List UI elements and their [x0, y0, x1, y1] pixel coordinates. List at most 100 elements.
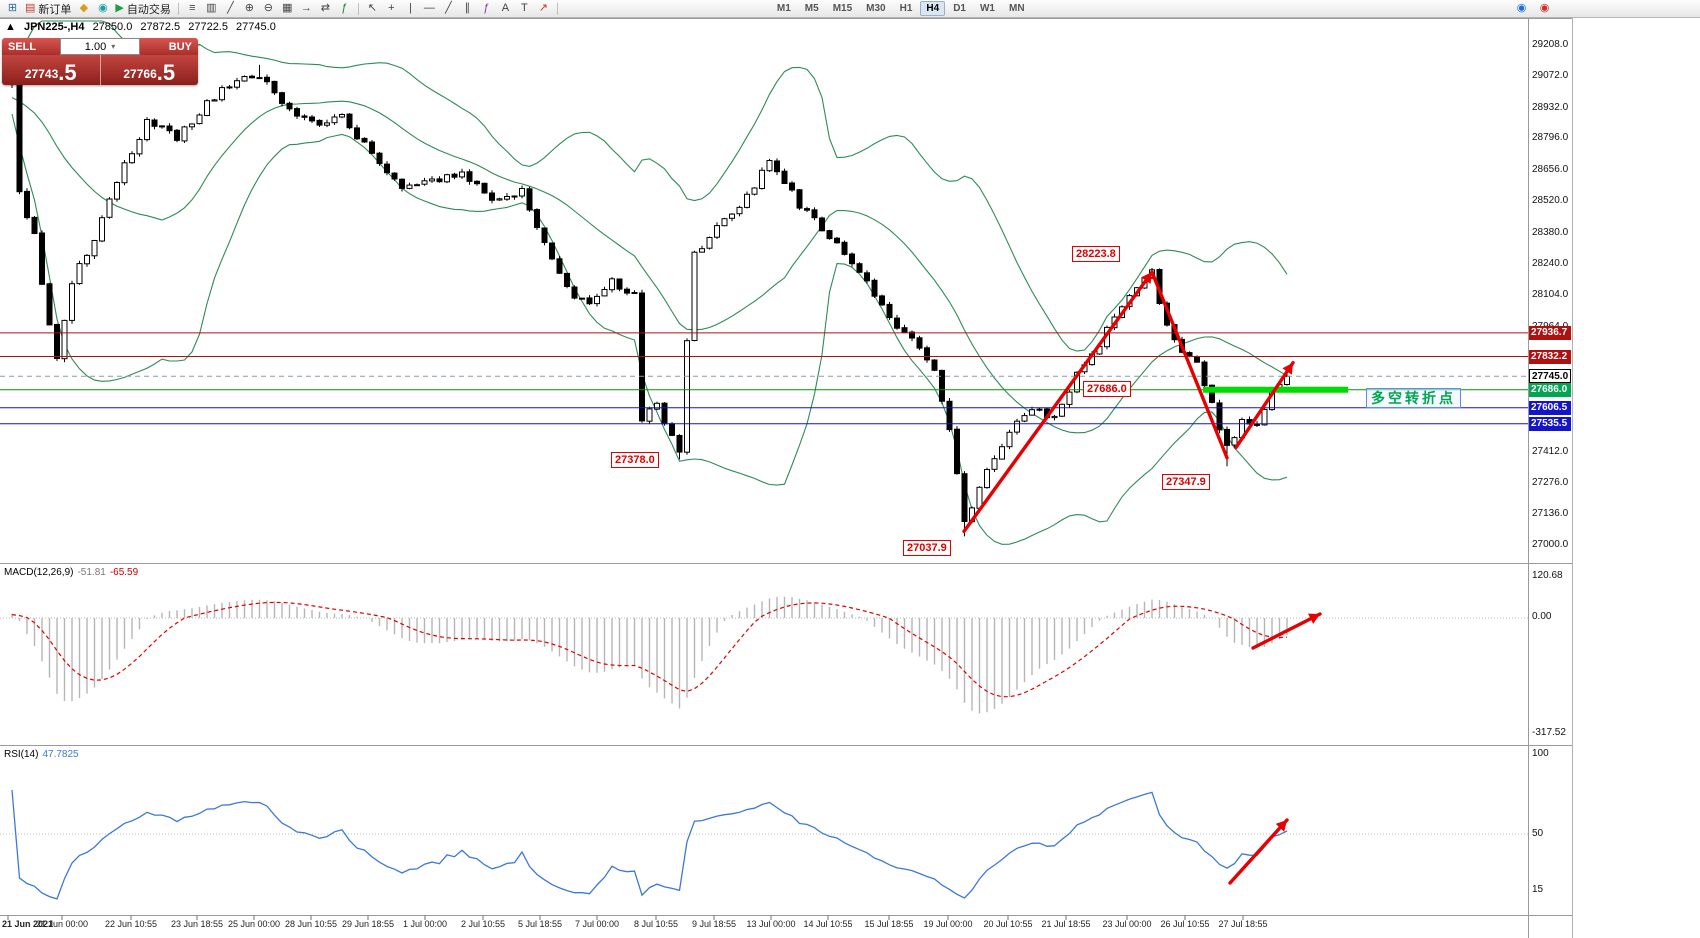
price-axis-label: 28380.0 [1532, 227, 1569, 238]
chart-symbol-period: JPN225-,H4 [23, 21, 85, 33]
price-axis-label: 28520.0 [1532, 195, 1569, 206]
zoom-in-button[interactable]: ⊕ [240, 1, 259, 17]
buy-button[interactable]: BUY [140, 38, 198, 55]
one-click-collapse-icon[interactable]: ▲ [5, 21, 16, 33]
auto-trading-button[interactable]: ▶ 自动交易 [112, 1, 173, 17]
line-chart-button[interactable]: ╱ [221, 1, 240, 17]
buy-price-button[interactable]: 27766.5 [99, 55, 199, 85]
macd-axis-label: 0.00 [1532, 611, 1552, 622]
macd-arrow[interactable] [1251, 612, 1322, 650]
ohlc-low: 27722.5 [188, 21, 228, 33]
auto-scroll-button[interactable]: → [297, 1, 316, 17]
auto-trading-button-label: 自动交易 [126, 3, 171, 16]
sell-price-pips: .5 [58, 60, 77, 85]
candlestick-chart-button[interactable]: ▥ [202, 1, 221, 17]
alerts-button[interactable]: ◉ [1535, 1, 1554, 17]
navigator-button[interactable]: ◆ [74, 1, 93, 17]
time-axis-label: 7 Jul 00:00 [574, 919, 620, 929]
rsi-axis-label: 15 [1532, 884, 1544, 895]
time-axis-label: 2 Jul 10:55 [460, 919, 506, 929]
cursor-button[interactable]: ↖ [363, 1, 382, 17]
macd-title: MACD(12,26,9) [4, 567, 74, 578]
zoom-out-button[interactable]: ⊖ [259, 1, 278, 17]
price-axis-label: 27412.0 [1532, 446, 1569, 457]
timeframe-w1-button[interactable]: W1 [979, 3, 995, 14]
volume-input[interactable]: 1.00 ▾ [60, 38, 140, 55]
time-axis-label: 23 Jul 00:00 [1102, 919, 1152, 929]
arrows-button[interactable]: ↗ [534, 1, 553, 17]
horizontal-level-lines[interactable] [0, 332, 1528, 425]
toolbar-right-icons: ◉ ◉ [1512, 1, 1554, 17]
text-button[interactable]: A [496, 1, 515, 17]
fibonacci-button[interactable]: ƒ [477, 1, 496, 17]
time-axis-label: 15 Jul 18:55 [864, 919, 914, 929]
indicators-list-icon: ƒ [341, 2, 348, 14]
trend-arrows[interactable] [962, 270, 1295, 534]
new-order-button-label: 新订单 [38, 3, 72, 16]
sell-button[interactable]: SELL [2, 38, 60, 55]
time-axis-label: 21 Jul 18:55 [1041, 919, 1091, 929]
bars-chart-icon: ≡ [189, 2, 196, 14]
timeframe-mn-button[interactable]: MN [1008, 3, 1025, 14]
chart-canvas[interactable] [0, 0, 1572, 938]
price-callout[interactable]: 27347.9 [1162, 474, 1210, 490]
macd-signal-value: -65.59 [109, 567, 139, 578]
new-order-button[interactable]: ▤ 新订单 [22, 1, 74, 17]
timeframe-m1-button[interactable]: M1 [776, 3, 791, 14]
sell-price-button[interactable]: 27743.5 [2, 55, 100, 85]
ohlc-close: 27745.0 [236, 21, 276, 33]
macd-indicator-label: MACD(12,26,9) -51.81 -65.59 [4, 567, 142, 578]
toolbar-separator [556, 2, 558, 15]
text-label-button[interactable]: T [515, 1, 534, 17]
timeframe-m30-button[interactable]: M30 [866, 3, 886, 14]
community-button[interactable]: ◉ [1512, 1, 1531, 17]
tile-windows-button[interactable]: ▦ [278, 1, 297, 17]
indicators-list-button[interactable]: ƒ [335, 1, 354, 17]
price-axis-tag: 27535.5 [1529, 417, 1571, 431]
equidistant-channel-button[interactable]: ∥ [458, 1, 477, 17]
pivot-point-label[interactable]: 多空转折点 [1366, 388, 1461, 408]
toolbar-separator [357, 2, 359, 15]
timeframe-d1-button[interactable]: D1 [953, 3, 966, 14]
crosshair-button[interactable]: + [382, 1, 401, 17]
price-callout[interactable]: 27037.9 [903, 540, 951, 556]
bollinger-bands [11, 20, 1288, 545]
alerts-icon: ◉ [1539, 2, 1550, 14]
new-chart-button[interactable]: ⊞ [3, 1, 22, 17]
price-axis-label: 28656.0 [1532, 164, 1569, 175]
community-icon: ◉ [1516, 2, 1527, 14]
price-callout[interactable]: 27686.0 [1083, 381, 1131, 397]
panel-borders [0, 18, 1572, 938]
price-axis-label: 27000.0 [1532, 539, 1569, 550]
text-icon: A [501, 2, 510, 14]
volume-spinner-icon[interactable]: ▾ [111, 42, 116, 51]
time-axis-label: 9 Jul 18:55 [691, 919, 737, 929]
trendline-icon: ╱ [445, 2, 452, 14]
bars-chart-button[interactable]: ≡ [183, 1, 202, 17]
rsi-arrow[interactable] [1228, 818, 1289, 885]
macd-histogram [0, 596, 1528, 714]
timeframe-m5-button[interactable]: M5 [804, 3, 819, 14]
trendline-button[interactable]: ╱ [439, 1, 458, 17]
price-callout[interactable]: 28223.8 [1072, 246, 1120, 262]
horizontal-line-button[interactable]: ― [420, 1, 439, 17]
price-callout[interactable]: 27378.0 [611, 452, 659, 468]
vertical-line-button[interactable]: | [401, 1, 420, 17]
ohlc-high: 27872.5 [140, 21, 181, 33]
time-axis-label: 26 Jul 10:55 [1160, 919, 1210, 929]
navigator-icon: ◆ [79, 2, 89, 14]
zoom-out-icon: ⊖ [263, 2, 273, 14]
price-axis-tag: 27832.2 [1529, 350, 1571, 364]
one-click-trading-panel: SELL 1.00 ▾ BUY 27743.5 27766.5 [2, 38, 198, 85]
chart-shift-button[interactable]: ⇄ [316, 1, 335, 17]
macd-axis-label: 120.68 [1532, 570, 1563, 581]
auto-scroll-icon: → [300, 2, 312, 14]
vertical-line-icon: | [408, 2, 412, 14]
timeframe-h4-button[interactable]: H4 [920, 1, 946, 16]
history-center-button[interactable]: ◉ [93, 1, 112, 17]
time-axis-ticks [7, 915, 1244, 920]
timeframe-m15-button[interactable]: M15 [832, 3, 853, 14]
rsi-value: 47.7825 [42, 749, 79, 760]
timeframe-h1-button[interactable]: H1 [899, 3, 913, 14]
